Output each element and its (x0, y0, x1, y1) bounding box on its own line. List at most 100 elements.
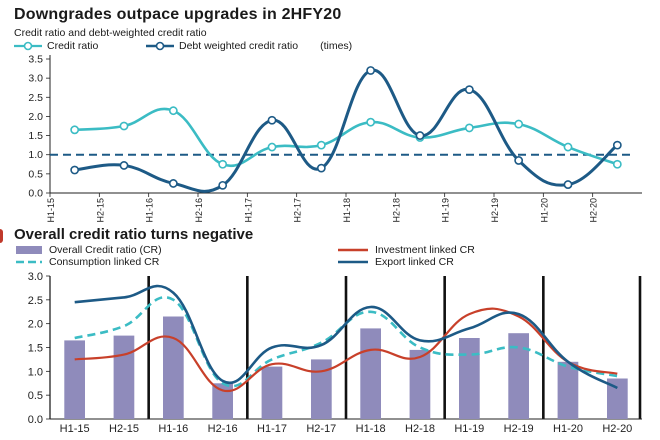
chart2-title: Overall credit ratio turns negative (14, 226, 254, 243)
c1-point-debt-weighted (218, 180, 228, 190)
c1-point-credit-ratio (218, 159, 228, 169)
c1-point-credit-ratio (612, 159, 622, 169)
legend-debt-weighted-label: Debt weighted credit ratio (179, 40, 299, 52)
c1-ytick-label: 3.0 (28, 73, 43, 85)
c1-xtick-label: H1-18 (342, 198, 352, 223)
c1-ytick-label: 1.0 (28, 149, 43, 161)
c1-ytick-label: 3.5 (28, 54, 43, 66)
legend-consumption-label: Consumption linked CR (49, 256, 160, 268)
c1-point-credit-ratio (563, 142, 573, 152)
c1-point-credit-ratio (366, 117, 376, 127)
c1-point-credit-ratio (168, 106, 178, 116)
legend-consumption-swatch (16, 260, 42, 264)
c2-ytick-label: 1.5 (28, 343, 43, 355)
c2-bar-overall-cr (557, 361, 579, 419)
c1-point-credit-ratio (267, 142, 277, 152)
c1-ytick-label: 0.0 (28, 188, 43, 200)
c1-point-credit-ratio (70, 125, 80, 135)
c1-point-credit-ratio (514, 119, 524, 129)
c2-xtick-label: H1-19 (454, 423, 484, 435)
c2-bar-overall-cr (212, 383, 233, 420)
c1-ytick-label: 2.5 (28, 92, 43, 104)
legend-overall-cr-label: Overall Credit ratio (CR) (49, 244, 162, 256)
c2-xtick-label: H2-20 (602, 423, 632, 435)
c2-bar-overall-cr (64, 340, 85, 419)
c2-ytick-label: 1.0 (28, 366, 43, 378)
c1-xtick-label: H2-17 (293, 198, 303, 223)
section-marker (0, 229, 3, 243)
legend-overall-cr: Overall Credit ratio (CR) (14, 244, 162, 256)
c1-xtick-label: H2-16 (194, 198, 204, 223)
c1-xtick-label: H1-15 (46, 198, 56, 223)
c2-ytick-label: 0.0 (28, 414, 43, 426)
legend-debt-weighted: Debt weighted credit ratio (times) (146, 40, 352, 52)
c1-point-debt-weighted (168, 179, 178, 188)
c1-point-debt-weighted (119, 161, 129, 170)
c2-series-line-consumption (74, 296, 618, 388)
c2-xtick-label: H1-18 (356, 423, 386, 435)
c1-xtick-label: H2-15 (95, 198, 105, 223)
legend-debt-weighted-swatch (146, 41, 174, 51)
c2-xtick-label: H2-16 (208, 423, 238, 435)
chart1-subtitle: Credit ratio and debt-weighted credit ra… (14, 27, 207, 39)
c2-xtick-label: H2-15 (109, 423, 139, 435)
c1-point-debt-weighted (514, 156, 524, 165)
c1-xtick-label: H2-18 (391, 198, 401, 223)
c1-xtick-label: H2-20 (589, 198, 599, 223)
c1-xtick-label: H2-19 (490, 198, 500, 223)
c1-xtick-label: H1-17 (243, 198, 253, 223)
c2-bar-overall-cr (261, 366, 283, 419)
c1-xtick-label: H1-20 (539, 198, 549, 223)
legend-overall-cr-swatch (16, 246, 42, 254)
unit-note: (times) (320, 40, 353, 52)
legend-credit-ratio-swatch (14, 41, 42, 51)
c2-xtick-label: H1-20 (553, 423, 583, 435)
c2-bar-overall-cr (360, 328, 381, 419)
c1-point-debt-weighted (415, 131, 425, 140)
c1-point-debt-weighted (267, 115, 277, 125)
legend-investment-swatch (338, 248, 368, 252)
c2-xtick-label: H2-17 (306, 423, 336, 435)
chart1-title: Downgrades outpace upgrades in 2HFY20 (14, 6, 342, 23)
legend-investment-label: Investment linked CR (375, 244, 475, 256)
c2-ytick-label: 3.0 (28, 271, 43, 283)
c1-point-debt-weighted (70, 165, 80, 175)
c2-series-line-export (74, 284, 618, 390)
c2-xtick-label: H1-15 (60, 423, 90, 435)
legend-export: Export linked CR (336, 256, 454, 268)
c2-ytick-label: 2.5 (28, 295, 43, 307)
legend-export-swatch (338, 260, 368, 264)
c2-bar-overall-cr (459, 338, 480, 419)
c1-ytick-label: 0.5 (28, 168, 43, 180)
legend-credit-ratio-label: Credit ratio (47, 40, 99, 52)
c1-ytick-label: 2.0 (28, 111, 43, 123)
c1-point-credit-ratio (316, 140, 326, 150)
c2-ytick-label: 0.5 (28, 390, 43, 402)
legend-investment: Investment linked CR (336, 244, 475, 256)
c1-ytick-label: 1.5 (28, 130, 43, 142)
c1-xtick-label: H1-19 (441, 198, 451, 223)
legend-credit-ratio: Credit ratio (14, 40, 98, 52)
c2-bar-overall-cr (508, 333, 529, 419)
c1-point-debt-weighted (464, 85, 474, 95)
c2-xtick-label: H2-18 (405, 423, 435, 435)
c2-ytick-label: 2.0 (28, 319, 43, 331)
legend-export-label: Export linked CR (375, 256, 454, 268)
c2-xtick-label: H1-16 (158, 423, 188, 435)
c1-point-credit-ratio (464, 123, 474, 133)
c2-bar-overall-cr (311, 359, 332, 419)
legend-consumption: Consumption linked CR (14, 256, 159, 268)
c1-point-credit-ratio (119, 121, 129, 131)
c2-xtick-label: H2-19 (504, 423, 534, 435)
c2-bar-overall-cr (113, 335, 135, 419)
c1-point-debt-weighted (366, 66, 376, 75)
c1-point-debt-weighted (316, 163, 326, 173)
c2-bar-overall-cr (409, 349, 431, 419)
c2-bar-overall-cr (163, 316, 184, 419)
c1-point-debt-weighted (612, 140, 622, 150)
c2-series-line-investment (74, 307, 618, 393)
c1-point-debt-weighted (563, 180, 573, 189)
c2-xtick-label: H1-17 (257, 423, 287, 435)
c1-xtick-label: H1-16 (145, 198, 155, 223)
